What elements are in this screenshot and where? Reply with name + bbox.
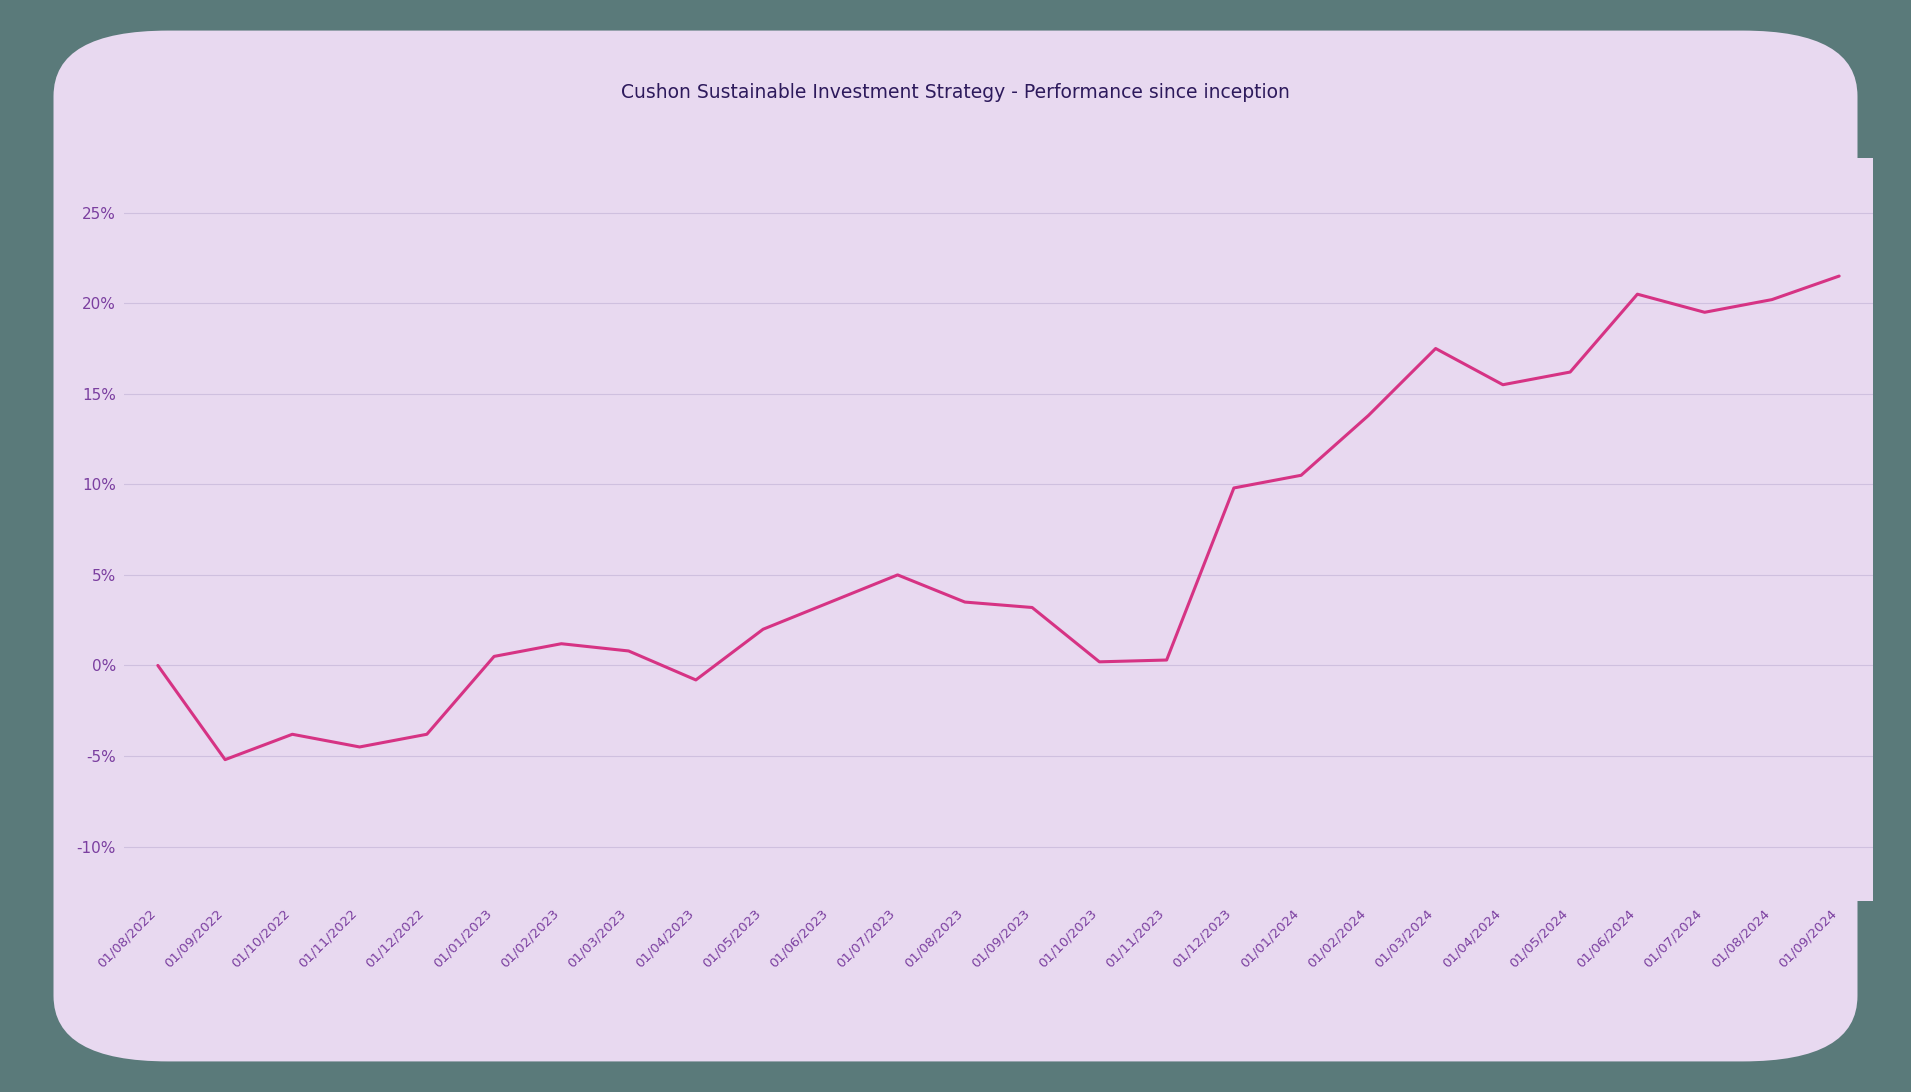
Text: Cushon Sustainable Investment Strategy - Performance since inception: Cushon Sustainable Investment Strategy -…: [621, 83, 1290, 103]
FancyBboxPatch shape: [54, 31, 1857, 1061]
